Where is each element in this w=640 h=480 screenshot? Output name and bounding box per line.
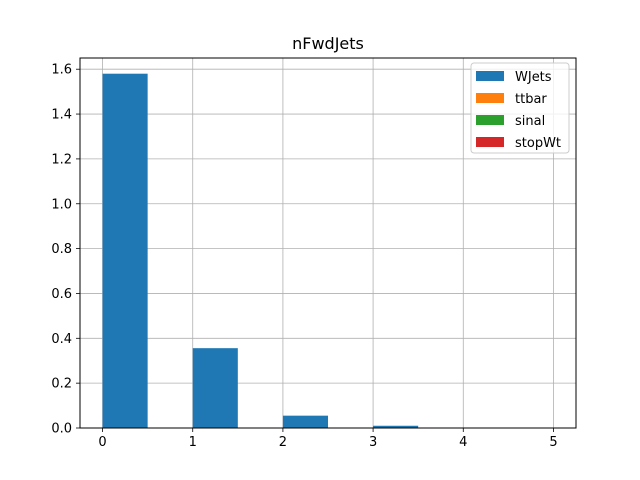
y-tick-label: 0.4 <box>51 332 72 347</box>
chart-title: nFwdJets <box>292 34 364 53</box>
legend-frame <box>470 62 570 154</box>
y-tick-label: 1.4 <box>51 108 72 123</box>
x-tick-label: 5 <box>549 435 557 450</box>
grid-lines <box>80 58 576 429</box>
y-tick-label: 0.2 <box>51 377 72 392</box>
y-tick-label: 1.2 <box>51 152 72 167</box>
legend-swatch-ttbar <box>476 93 504 103</box>
legend-label-WJets: WJets <box>515 70 552 85</box>
plot-area-frame <box>79 57 577 429</box>
x-tick-label: 0 <box>98 435 106 450</box>
y-tick-label: 0.6 <box>51 287 72 302</box>
x-tick-label: 3 <box>369 435 377 450</box>
histogram-bars <box>102 73 509 429</box>
y-tick-label: 0.8 <box>51 242 72 257</box>
bar-WJets-bin-4 <box>282 415 328 428</box>
bar-WJets-bin-2 <box>192 348 238 428</box>
y-tick-label: 1.6 <box>51 63 72 78</box>
legend-swatch-stopWt <box>476 137 504 147</box>
y-tick-label: 1.0 <box>51 197 72 212</box>
legend-label-sinal: sinal <box>515 114 545 129</box>
legend-swatch-WJets <box>476 71 504 81</box>
legend-swatch-sinal <box>476 115 504 125</box>
y-tick-label: 0.0 <box>51 422 72 437</box>
axis-ticks: 0 1 2 3 4 5 0.0 0.2 0.4 0.6 0.8 1.0 1.2 1.4 1.6 <box>51 63 557 450</box>
x-tick-label: 1 <box>189 435 197 450</box>
legend-label-ttbar: ttbar <box>515 92 547 107</box>
x-tick-label: 2 <box>279 435 287 450</box>
x-tick-label: 4 <box>459 435 467 450</box>
bar-WJets-bin-6 <box>373 425 419 428</box>
legend: WJets ttbar sinal stopWt <box>470 62 570 154</box>
legend-label-stopWt: stopWt <box>515 136 561 151</box>
bar-WJets-bin-0 <box>102 73 148 429</box>
